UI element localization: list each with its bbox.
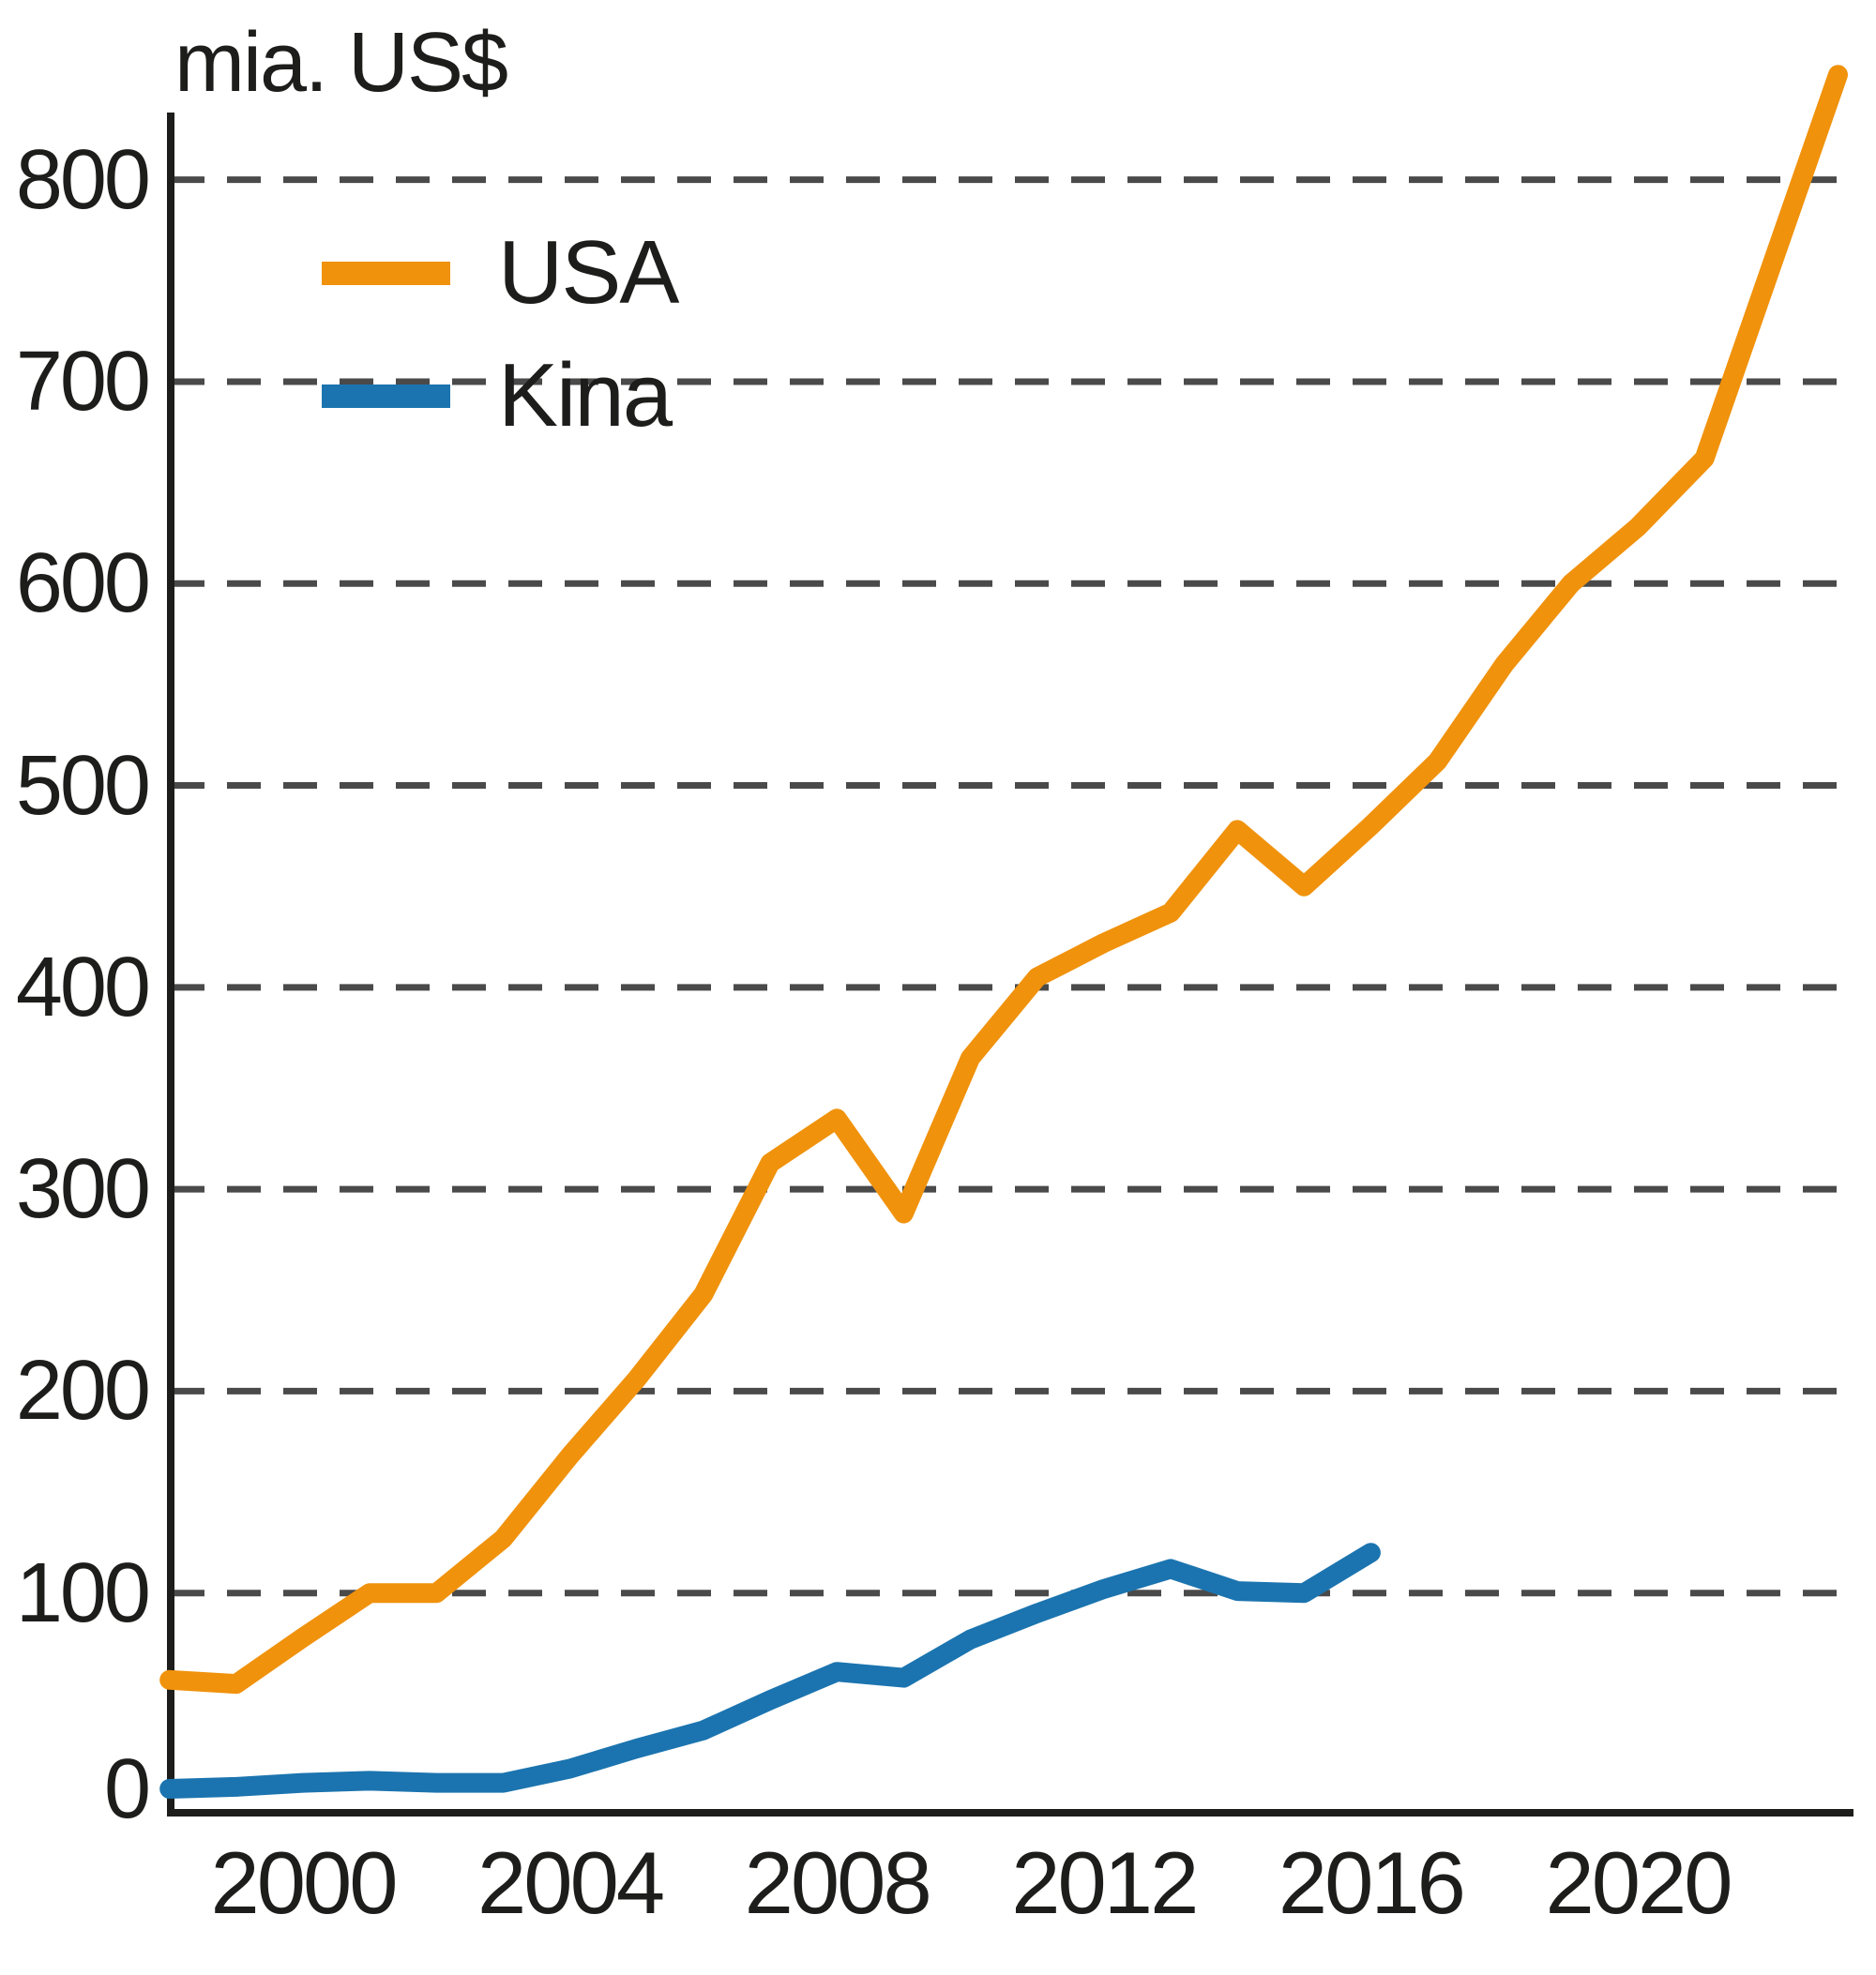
y-tick-label-0: 0 (103, 1742, 151, 1836)
legend-item-kina: Kina (322, 351, 677, 441)
legend-item-usa: USA (322, 228, 679, 318)
x-tick-label-2016: 2016 (1278, 1833, 1466, 1932)
x-tick-label-2012: 2012 (1011, 1833, 1199, 1932)
kina-line (159, 1543, 1381, 1799)
usa-line (159, 65, 1848, 1695)
y-tick-label-400: 400 (15, 940, 151, 1034)
x-tick-label-2020: 2020 (1545, 1833, 1732, 1932)
y-tick-label-300: 300 (15, 1142, 151, 1237)
legend: USA Kina (322, 228, 679, 441)
usa-line-swatch (322, 261, 450, 285)
legend-label-usa: USA (498, 222, 679, 323)
kina-line-swatch (322, 384, 450, 408)
y-tick-label-500: 500 (15, 738, 151, 833)
y-tick-label-800: 800 (15, 132, 151, 227)
y-tick-label-700: 700 (15, 334, 151, 429)
y-tick-label-100: 100 (15, 1545, 151, 1640)
y-tick-label-200: 200 (15, 1344, 151, 1439)
y-axis-unit-label: mia. US$ (174, 16, 508, 110)
x-tick-label-2008: 2008 (744, 1833, 932, 1932)
y-tick-label-600: 600 (15, 536, 151, 631)
x-tick-label-2004: 2004 (477, 1833, 665, 1932)
legend-label-kina: Kina (498, 345, 673, 445)
x-tick-label-2000: 2000 (210, 1833, 398, 1932)
